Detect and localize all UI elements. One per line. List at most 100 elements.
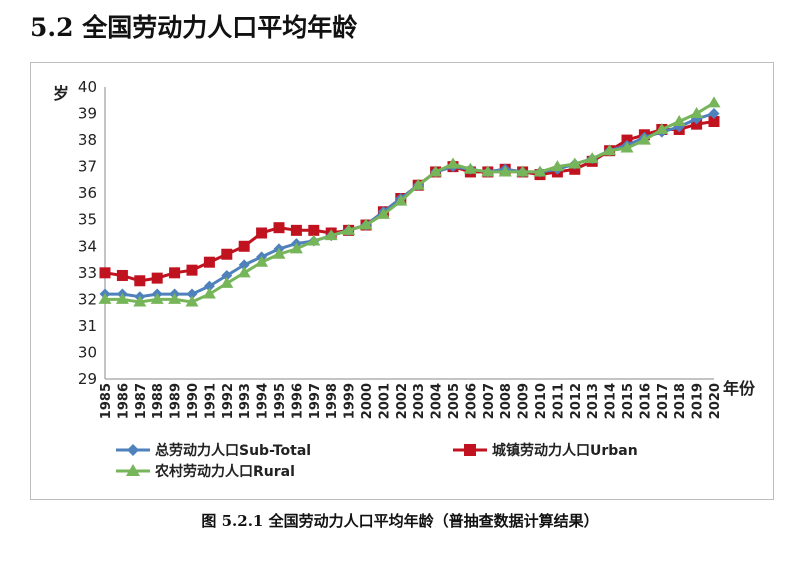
x-tick-label: 1999: [343, 383, 358, 419]
x-tick-label: 2013: [586, 383, 601, 419]
data-point: [324, 229, 338, 241]
x-tick-labels: 1985 1986 1987 1988 1989 1990 1991 1992 1993 1994…: [99, 383, 723, 419]
x-tick-label: 2006: [464, 383, 479, 419]
x-tick-label: 2015: [621, 383, 636, 419]
x-tick-label: 2020: [708, 383, 723, 419]
data-point: [134, 275, 146, 287]
data-point: [255, 255, 269, 267]
data-point: [672, 115, 686, 127]
y-tick-label: 31: [78, 317, 97, 335]
x-tick-label: 2008: [499, 383, 514, 419]
x-tick-label: 1989: [169, 383, 184, 419]
x-tick-label: 2001: [377, 383, 392, 419]
legend-swatch-marker: [464, 444, 476, 456]
data-point: [290, 224, 302, 236]
legend-swatch-marker: [126, 464, 140, 476]
x-tick-label: 1992: [221, 383, 236, 419]
data-point: [550, 160, 564, 172]
x-tick-label: 1997: [308, 383, 323, 419]
x-tick-label: 1994: [256, 383, 271, 419]
x-tick-label: 2017: [656, 383, 671, 419]
data-point: [238, 240, 250, 252]
x-tick-label: 1990: [186, 383, 201, 419]
data-point: [690, 107, 704, 119]
legend-label: 总劳动力人口Sub-Total: [155, 442, 311, 459]
data-point: [256, 227, 268, 239]
data-point: [186, 288, 198, 300]
chart-axes: [104, 87, 714, 380]
x-tick-label: 2004: [430, 383, 445, 419]
data-point: [307, 234, 321, 246]
data-point: [150, 292, 164, 304]
data-point: [707, 96, 721, 108]
chart-frame: 29 30 31 32 33 34 35 36 37 38 39 40 1985 1986 1987 198…: [30, 62, 774, 500]
x-tick-label: 1988: [151, 383, 166, 419]
y-tick-label: 40: [78, 78, 97, 96]
data-point: [202, 287, 216, 299]
data-point: [359, 218, 373, 230]
y-tick-label: 39: [78, 105, 97, 123]
legend-swatch-marker: [127, 444, 139, 456]
data-point: [708, 108, 720, 120]
data-point: [203, 280, 215, 292]
x-tick-label: 2012: [569, 383, 584, 419]
data-point: [133, 295, 147, 307]
x-tick-label: 1998: [325, 383, 340, 419]
y-tick-label: 30: [78, 343, 97, 361]
data-point: [168, 292, 182, 304]
y-tick-label: 32: [78, 290, 97, 308]
x-tick-label: 1986: [116, 383, 131, 419]
data-point: [116, 269, 128, 281]
y-tick-labels: 29 30 31 32 33 34 35 36 37 38 39 40: [78, 78, 97, 388]
x-tick-label: 2002: [395, 383, 410, 419]
data-point: [585, 152, 599, 164]
data-point: [673, 121, 685, 133]
x-tick-label: 2019: [691, 383, 706, 419]
x-tick-label: 1987: [134, 383, 149, 419]
data-point: [620, 141, 634, 153]
legend-item: 总劳动力人口Sub-Total: [116, 442, 311, 459]
data-point: [115, 292, 129, 304]
x-tick-label: 2014: [604, 383, 619, 419]
legend-item: 城镇劳动力人口Urban: [453, 442, 638, 459]
series-triangle: [98, 96, 721, 307]
data-point: [169, 267, 181, 279]
y-tick-label: 33: [78, 264, 97, 282]
data-point: [568, 157, 582, 169]
data-point: [498, 165, 512, 177]
data-point: [446, 157, 460, 169]
data-point: [603, 144, 617, 156]
x-tick-label: 2009: [517, 383, 532, 419]
data-point: [376, 207, 390, 219]
data-point: [238, 259, 250, 271]
data-point: [273, 222, 285, 234]
legend-item: 农村劳动力人口Rural: [116, 463, 295, 480]
data-point: [221, 248, 233, 260]
page-title: 5.2 全国劳动力人口平均年龄: [30, 13, 358, 42]
data-point: [237, 266, 251, 278]
data-point: [98, 292, 112, 304]
data-point: [342, 223, 356, 235]
x-tick-label: 2011: [551, 383, 566, 419]
y-tick-label: 35: [78, 211, 97, 229]
x-tick-label: 2018: [673, 383, 688, 419]
y-axis-unit-label: 岁: [53, 84, 69, 103]
data-point: [220, 276, 234, 288]
y-tick-label: 34: [78, 237, 97, 255]
x-tick-label: 1995: [273, 383, 288, 419]
x-tick-label: 2010: [534, 383, 549, 419]
data-point: [99, 267, 111, 279]
data-point: [308, 224, 320, 236]
x-tick-label: 1991: [203, 383, 218, 419]
data-point: [394, 194, 408, 206]
data-point: [429, 165, 443, 177]
data-point: [463, 162, 477, 174]
y-tick-label: 29: [78, 370, 97, 388]
data-point: [411, 178, 425, 190]
chart-legend: 总劳动力人口Sub-Total 城镇劳动力人口Urban 农村劳动力人口Rural: [116, 442, 638, 480]
data-point: [533, 165, 547, 177]
x-tick-label: 2000: [360, 383, 375, 419]
data-point: [203, 256, 215, 268]
data-point: [708, 116, 720, 128]
data-point: [481, 165, 495, 177]
